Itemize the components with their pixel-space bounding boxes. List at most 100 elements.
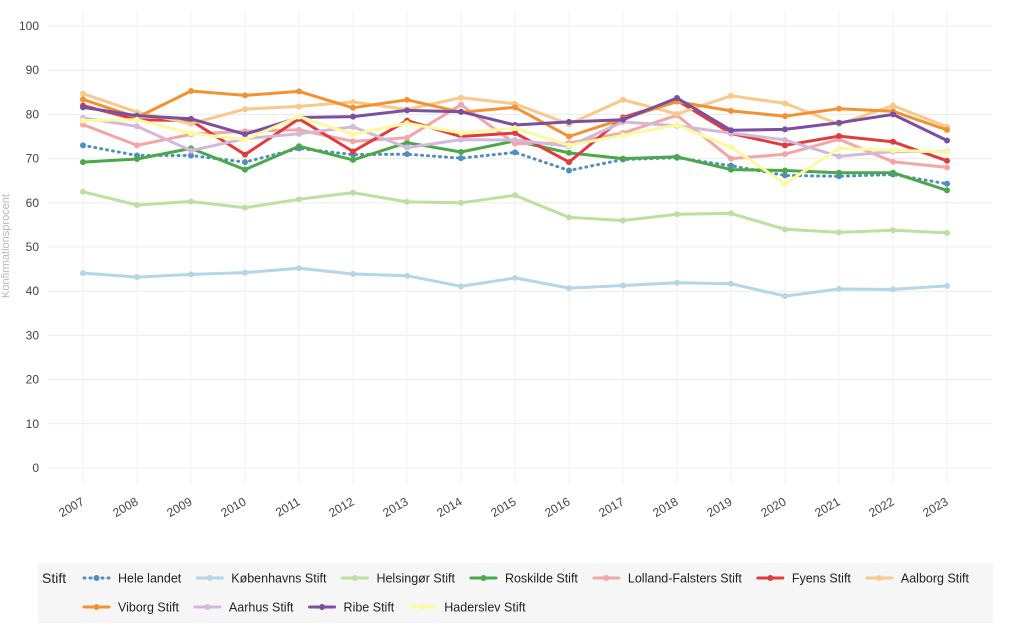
data-point[interactable] <box>512 149 518 156</box>
data-point[interactable] <box>134 202 140 209</box>
data-point[interactable] <box>458 199 464 206</box>
data-point[interactable] <box>242 106 248 113</box>
data-point[interactable] <box>512 104 518 111</box>
data-point[interactable] <box>566 214 572 221</box>
data-point[interactable] <box>674 279 680 286</box>
data-point[interactable] <box>782 226 788 233</box>
data-point[interactable] <box>404 120 410 127</box>
legend-item[interactable]: Haderslev Stift <box>408 601 526 615</box>
data-point[interactable] <box>134 123 140 130</box>
data-point[interactable] <box>944 164 950 171</box>
data-point[interactable] <box>782 142 788 149</box>
data-point[interactable] <box>782 126 788 133</box>
data-point[interactable] <box>566 159 572 166</box>
data-point[interactable] <box>404 134 410 141</box>
legend-item[interactable]: Ribe Stift <box>308 601 395 615</box>
data-point[interactable] <box>890 147 896 154</box>
data-point[interactable] <box>836 285 842 292</box>
data-point[interactable] <box>836 229 842 236</box>
data-point[interactable] <box>458 101 464 108</box>
data-point[interactable] <box>350 270 356 277</box>
data-point[interactable] <box>728 155 734 162</box>
data-point[interactable] <box>674 122 680 129</box>
data-point[interactable] <box>404 107 410 114</box>
data-point[interactable] <box>944 180 950 187</box>
data-point[interactable] <box>80 270 86 277</box>
data-point[interactable] <box>566 133 572 140</box>
data-point[interactable] <box>350 138 356 145</box>
data-point[interactable] <box>890 169 896 176</box>
data-point[interactable] <box>188 198 194 205</box>
data-point[interactable] <box>296 196 302 203</box>
data-point[interactable] <box>944 187 950 194</box>
data-point[interactable] <box>242 136 248 143</box>
data-point[interactable] <box>836 105 842 112</box>
legend-item[interactable]: Hele landet <box>82 572 182 586</box>
data-point[interactable] <box>296 88 302 95</box>
data-point[interactable] <box>782 180 788 187</box>
data-point[interactable] <box>782 293 788 300</box>
data-point[interactable] <box>782 167 788 174</box>
data-point[interactable] <box>242 204 248 211</box>
data-point[interactable] <box>404 198 410 205</box>
data-point[interactable] <box>80 104 86 111</box>
data-point[interactable] <box>566 149 572 156</box>
data-point[interactable] <box>188 152 194 159</box>
data-point[interactable] <box>134 142 140 149</box>
data-point[interactable] <box>80 188 86 195</box>
legend-item[interactable]: Lolland-Falsters Stift <box>592 572 742 586</box>
data-point[interactable] <box>80 117 86 124</box>
data-point[interactable] <box>620 132 626 139</box>
data-point[interactable] <box>350 131 356 138</box>
data-point[interactable] <box>350 189 356 196</box>
data-point[interactable] <box>242 159 248 166</box>
data-point[interactable] <box>944 229 950 236</box>
data-point[interactable] <box>944 137 950 144</box>
data-point[interactable] <box>188 130 194 137</box>
data-point[interactable] <box>80 142 86 149</box>
data-point[interactable] <box>944 282 950 289</box>
data-point[interactable] <box>134 116 140 123</box>
data-point[interactable] <box>512 274 518 281</box>
data-point[interactable] <box>458 94 464 101</box>
data-point[interactable] <box>728 144 734 151</box>
data-point[interactable] <box>566 167 572 174</box>
data-point[interactable] <box>404 144 410 151</box>
data-point[interactable] <box>404 151 410 158</box>
data-point[interactable] <box>728 127 734 134</box>
data-point[interactable] <box>242 269 248 276</box>
data-point[interactable] <box>134 274 140 281</box>
data-point[interactable] <box>944 126 950 133</box>
data-point[interactable] <box>728 107 734 114</box>
data-point[interactable] <box>512 129 518 136</box>
data-point[interactable] <box>620 116 626 123</box>
data-point[interactable] <box>944 148 950 155</box>
data-point[interactable] <box>350 123 356 130</box>
data-point[interactable] <box>134 156 140 163</box>
data-point[interactable] <box>350 156 356 163</box>
data-point[interactable] <box>728 166 734 173</box>
data-point[interactable] <box>242 131 248 138</box>
data-point[interactable] <box>458 283 464 290</box>
data-point[interactable] <box>350 148 356 155</box>
data-point[interactable] <box>944 157 950 164</box>
data-point[interactable] <box>512 192 518 199</box>
data-point[interactable] <box>782 151 788 158</box>
data-point[interactable] <box>242 166 248 173</box>
data-point[interactable] <box>620 96 626 103</box>
data-point[interactable] <box>890 138 896 145</box>
data-point[interactable] <box>350 104 356 111</box>
data-point[interactable] <box>80 90 86 97</box>
data-point[interactable] <box>890 158 896 165</box>
data-point[interactable] <box>350 99 356 106</box>
data-point[interactable] <box>296 265 302 272</box>
data-point[interactable] <box>458 155 464 162</box>
legend-item[interactable]: Aarhus Stift <box>193 601 294 615</box>
data-point[interactable] <box>836 145 842 152</box>
data-point[interactable] <box>782 113 788 120</box>
data-point[interactable] <box>404 272 410 279</box>
data-point[interactable] <box>404 96 410 103</box>
data-point[interactable] <box>188 120 194 127</box>
data-point[interactable] <box>80 96 86 103</box>
data-point[interactable] <box>566 142 572 149</box>
